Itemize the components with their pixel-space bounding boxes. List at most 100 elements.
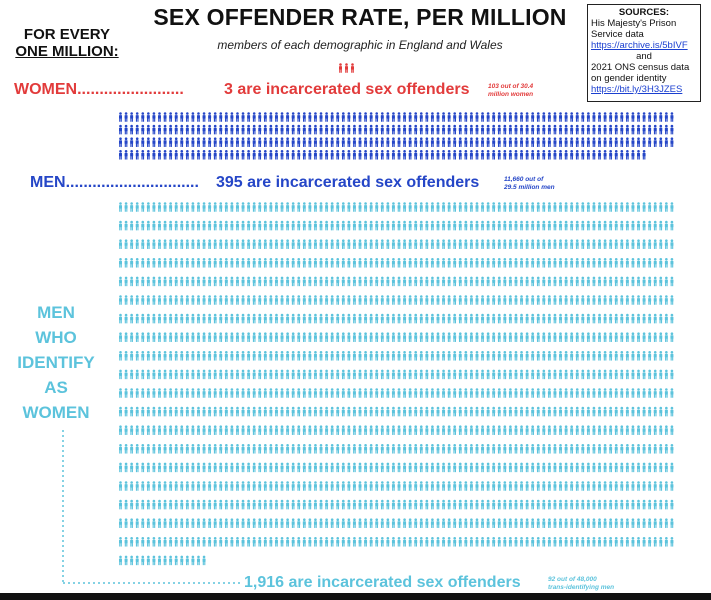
- men-who-identify-as-women-figure: [263, 537, 267, 547]
- men-who-identify-as-women-figure: [525, 239, 529, 249]
- men-who-identify-as-women-figure: [547, 313, 551, 324]
- men-figure: [497, 124, 501, 135]
- men-who-identify-as-women-figure: [152, 295, 156, 305]
- men-who-identify-as-women-figure: [302, 295, 306, 305]
- men-who-identify-as-women-figure: [425, 499, 429, 510]
- men-who-identify-as-women-figure: [586, 425, 590, 435]
- men-who-identify-as-women-figure: [592, 537, 596, 547]
- men-figure: [659, 124, 663, 135]
- men-who-identify-as-women-figure: [380, 462, 384, 473]
- men-figure: [469, 124, 473, 135]
- men-figure: [196, 124, 200, 135]
- men-who-identify-as-women-figure: [185, 388, 189, 398]
- men-who-identify-as-women-figure: [219, 220, 223, 231]
- men-who-identify-as-women-figure: [235, 202, 239, 212]
- men-who-identify-as-women-figure: [163, 239, 167, 249]
- men-figure: [425, 112, 429, 122]
- men-who-identify-as-women-figure: [570, 332, 574, 342]
- men-who-identify-as-women-figure: [403, 406, 407, 417]
- men-who-identify-as-women-figure: [302, 351, 306, 361]
- men-who-identify-as-women-figure: [308, 351, 312, 361]
- men-figure: [208, 137, 212, 147]
- men-who-identify-as-women-figure: [263, 481, 267, 491]
- men-who-identify-as-women-figure: [269, 295, 273, 305]
- men-who-identify-as-women-figure: [642, 332, 646, 342]
- men-who-identify-as-women-figure: [319, 332, 323, 342]
- men-who-identify-as-women-figure: [581, 295, 585, 305]
- men-who-identify-as-women-figure: [230, 425, 234, 435]
- men-who-identify-as-women-figure: [520, 388, 524, 398]
- men-who-identify-as-women-figure: [508, 425, 512, 435]
- men-who-identify-as-women-figure: [163, 462, 167, 473]
- men-who-identify-as-women-figure: [542, 258, 546, 268]
- men-who-identify-as-women-figure: [141, 388, 145, 398]
- men-who-identify-as-women-figure: [308, 295, 312, 305]
- men-figure: [174, 112, 178, 122]
- men-who-identify-as-women-figure: [531, 258, 535, 268]
- men-who-identify-as-women-figure: [219, 388, 223, 398]
- men-who-identify-as-women-figure: [397, 388, 401, 398]
- sources-link-bitly[interactable]: https://bit.ly/3H3JZES: [591, 84, 683, 95]
- men-who-identify-as-women-figure: [213, 332, 217, 342]
- men-who-identify-as-women-figure: [130, 499, 134, 510]
- men-who-identify-as-women-figure: [508, 369, 512, 380]
- men-who-identify-as-women-figure: [430, 332, 434, 342]
- men-who-identify-as-women-figure: [648, 332, 652, 342]
- men-who-identify-as-women-figure: [648, 406, 652, 417]
- men-who-identify-as-women-figure: [637, 406, 641, 417]
- men-who-identify-as-women-figure: [430, 239, 434, 249]
- men-who-identify-as-women-figure: [508, 202, 512, 212]
- men-figure: [598, 112, 602, 122]
- men-who-identify-as-women-figure: [620, 276, 624, 287]
- men-who-identify-as-women-figure: [135, 444, 139, 454]
- men-who-identify-as-women-figure: [408, 481, 412, 491]
- men-who-identify-as-women-figure: [375, 313, 379, 324]
- men-who-identify-as-women-figure: [196, 220, 200, 231]
- men-figure: [130, 137, 134, 147]
- men-who-identify-as-women-figure: [598, 220, 602, 231]
- men-who-identify-as-women-figure: [213, 425, 217, 435]
- men-figure: [469, 112, 473, 122]
- men-who-identify-as-women-figure: [280, 499, 284, 510]
- men-who-identify-as-women-figure: [464, 369, 468, 380]
- men-who-identify-as-women-figure: [403, 332, 407, 342]
- men-who-identify-as-women-figure: [169, 481, 173, 491]
- men-who-identify-as-women-figure: [453, 351, 457, 361]
- men-who-identify-as-women-figure: [180, 276, 184, 287]
- men-who-identify-as-women-figure: [570, 537, 574, 547]
- men-who-identify-as-women-figure: [581, 481, 585, 491]
- men-who-identify-as-women-figure: [380, 444, 384, 454]
- men-who-identify-as-women-figure: [408, 388, 412, 398]
- sources-link-archive[interactable]: https://archive.is/5bIVF: [591, 40, 688, 51]
- men-who-identify-as-women-figure: [442, 499, 446, 510]
- men-who-identify-as-women-figure: [458, 239, 462, 249]
- men-who-identify-as-women-figure: [141, 425, 145, 435]
- men-who-identify-as-women-figure: [564, 313, 568, 324]
- men-figure: [208, 124, 212, 135]
- men-who-identify-as-women-figure: [475, 518, 479, 528]
- men-figure: [180, 124, 184, 135]
- men-who-identify-as-women-figure: [659, 239, 663, 249]
- men-who-identify-as-women-figure: [364, 332, 368, 342]
- men-who-identify-as-women-figure: [141, 499, 145, 510]
- men-who-identify-as-women-figure: [302, 369, 306, 380]
- men-who-identify-as-women-figure: [553, 444, 557, 454]
- men-who-identify-as-women-figure: [364, 406, 368, 417]
- men-who-identify-as-women-figure: [196, 202, 200, 212]
- men-who-identify-as-women-figure: [386, 481, 390, 491]
- men-who-identify-as-women-figure: [486, 276, 490, 287]
- men-who-identify-as-women-figure: [280, 313, 284, 324]
- men-who-identify-as-women-figure: [291, 332, 295, 342]
- men-who-identify-as-women-figure: [380, 406, 384, 417]
- men-who-identify-as-women-figure: [141, 518, 145, 528]
- men-who-identify-as-women-figure: [575, 444, 579, 454]
- men-who-identify-as-women-figure: [625, 518, 629, 528]
- men-who-identify-as-women-figure: [637, 351, 641, 361]
- men-who-identify-as-women-figure: [436, 444, 440, 454]
- men-who-identify-as-women-figure: [492, 444, 496, 454]
- men-figure: [386, 137, 390, 147]
- men-who-identify-as-women-figure: [130, 388, 134, 398]
- men-figure: [380, 124, 384, 135]
- men-figure: [141, 124, 145, 135]
- men-figure: [620, 112, 624, 122]
